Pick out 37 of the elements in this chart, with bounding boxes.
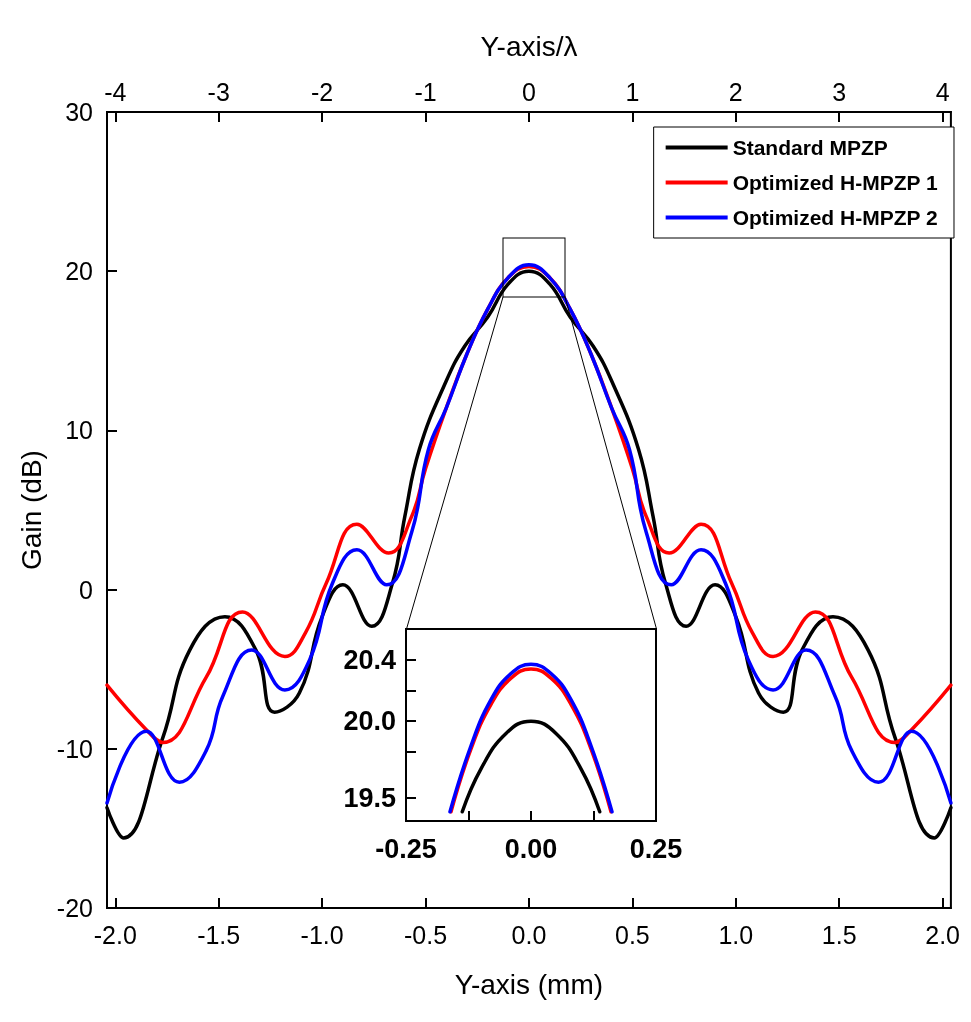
y-tick-label: 20 [65, 257, 93, 286]
x-tick-label: 0.25 [629, 833, 683, 864]
legend-label: Optimized H-MPZP 1 [732, 171, 938, 194]
x-tick-label: 0.0 [511, 920, 547, 949]
y-tick-label: -20 [56, 894, 93, 922]
x-tick-label: -1.5 [197, 920, 241, 949]
x-tick-label: 0.00 [504, 833, 558, 864]
x2-axis-title: Y-axis/λ [480, 30, 578, 62]
y-tick-label: 20.4 [343, 644, 396, 675]
x2-tick-label: 4 [935, 77, 950, 106]
y-tick-label: 30 [65, 98, 93, 126]
x2-tick-label: -4 [104, 77, 127, 106]
y-tick-label: 0 [79, 575, 93, 604]
y-tick-label: 10 [65, 416, 93, 445]
x2-tick-label: 2 [728, 77, 743, 106]
x2-tick-label: -3 [207, 77, 230, 106]
x2-tick-label: -2 [310, 77, 334, 106]
line-series [460, 719, 602, 814]
y-axis-title: Gain (dB) [15, 450, 47, 570]
x-tick-label: 1.0 [718, 920, 754, 949]
x2-tick-label: 0 [522, 77, 536, 106]
x-tick-label: 0.5 [614, 920, 650, 949]
x2-tick-label: 3 [832, 77, 847, 106]
x-axis-title: Y-axis (mm) [454, 968, 604, 1000]
x-tick-label: -2.0 [93, 920, 137, 949]
x-tick-label: -0.5 [403, 920, 448, 949]
y-tick-label: -10 [56, 734, 93, 763]
x2-tick-label: -1 [414, 77, 437, 106]
x2-tick-label: 1 [625, 77, 640, 106]
y-tick-label: 20.0 [343, 706, 396, 737]
x-tick-label: 2.0 [925, 920, 961, 949]
legend-label: Optimized H-MPZP 2 [732, 206, 938, 229]
x-tick-label: 1.5 [821, 920, 857, 949]
x-tick-label: -0.25 [375, 833, 437, 864]
y-tick-label: 19.5 [343, 782, 396, 813]
legend-label: Standard MPZP [732, 136, 888, 159]
x-tick-label: -1.0 [300, 920, 344, 949]
